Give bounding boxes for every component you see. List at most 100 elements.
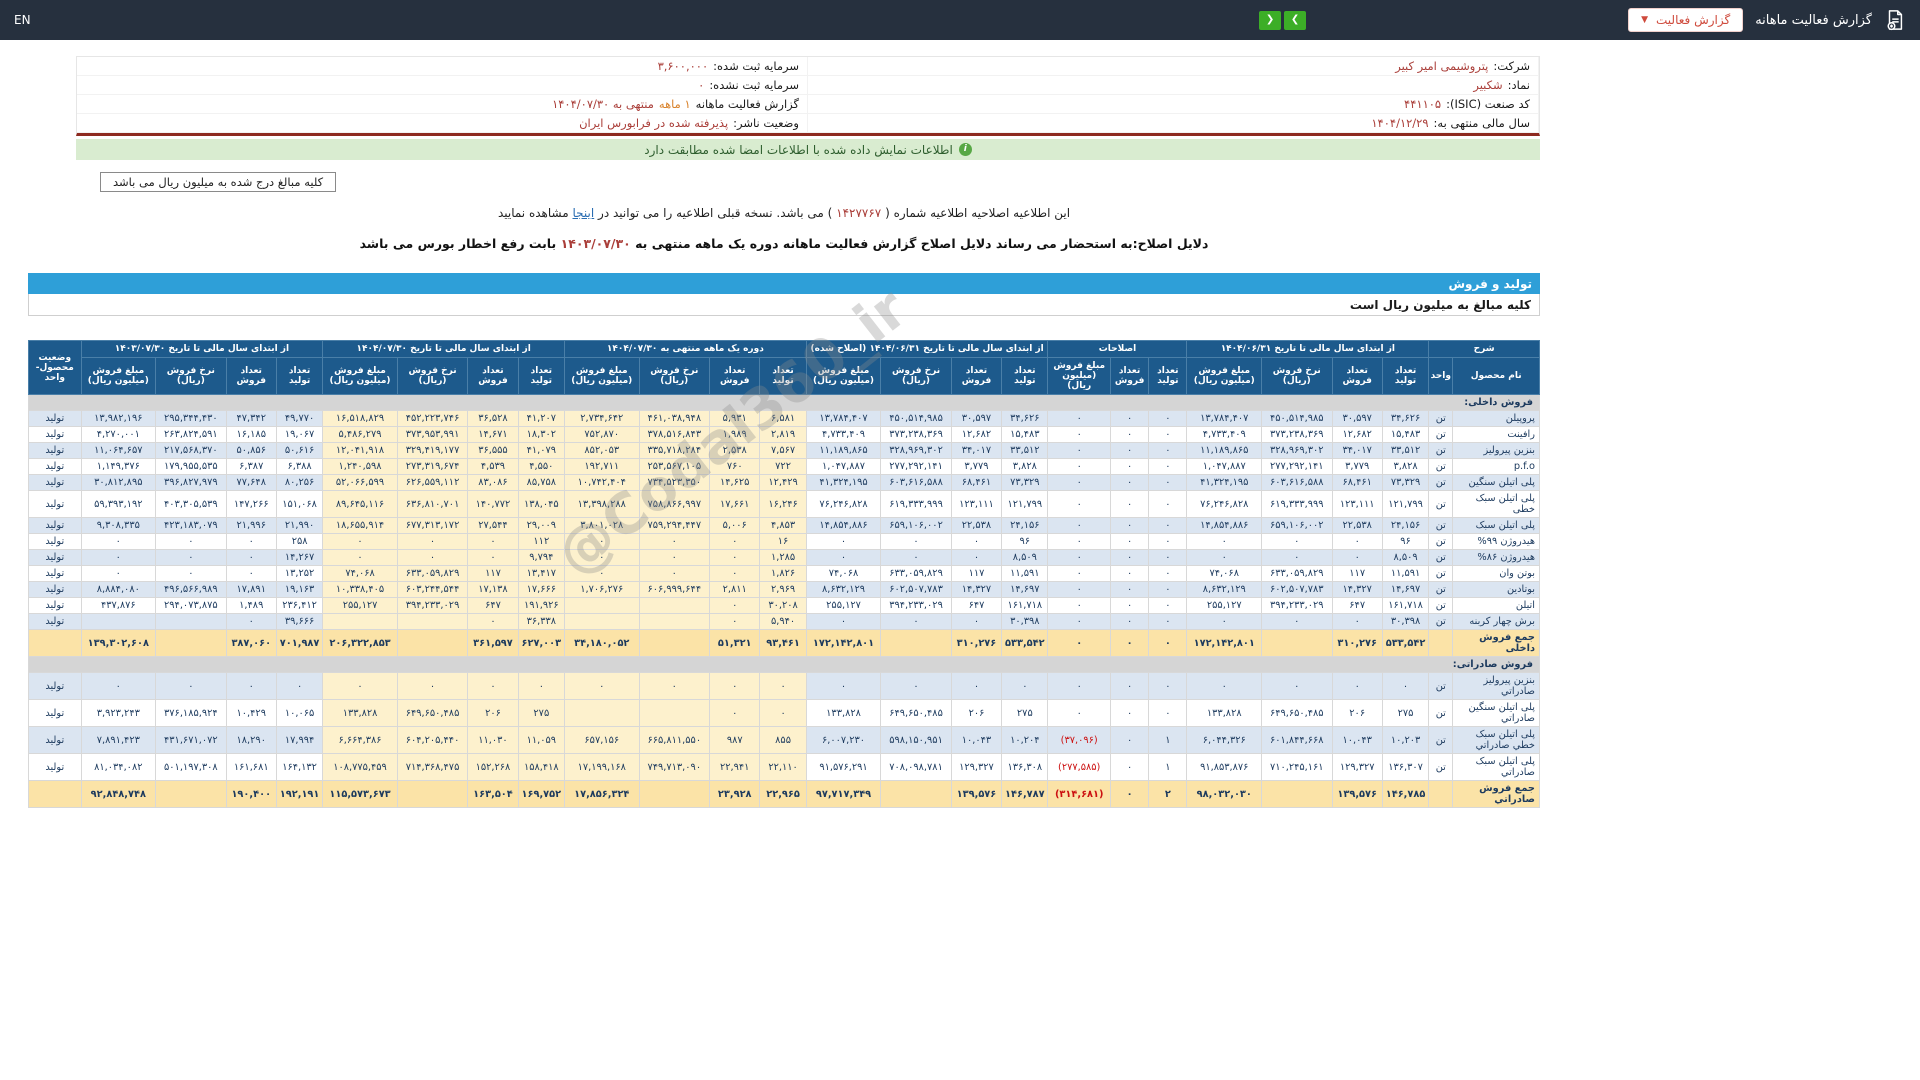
column-header: نرخ فروش (ریال): [638, 357, 711, 395]
value-cell: ۴,۷۳۳,۴۰۹: [1186, 426, 1263, 443]
info-value: ۱۴۰۴/۱۲/۲۹: [1371, 116, 1429, 130]
product-name-header: نام محصول: [1452, 357, 1540, 395]
product-unit-cell: تن: [1428, 549, 1454, 566]
value-cell: ۶۰۳,۶۱۶,۵۸۸: [1261, 474, 1333, 491]
amounts-unit-note-box: کلیه مبالغ درج شده به میلیون ریال می باش…: [100, 172, 337, 192]
value-cell: ۰: [1109, 549, 1150, 566]
previous-notice-link[interactable]: اینجا: [572, 206, 595, 220]
value-cell: ۱۶۱,۶۸۱: [225, 753, 277, 781]
language-toggle-en[interactable]: EN: [14, 13, 31, 27]
value-cell: ۰: [396, 549, 469, 566]
value-cell: ۲,۸۱۹: [759, 426, 807, 443]
value-cell: ۰: [1261, 549, 1333, 566]
value-cell: ۷۳,۳۲۹: [1001, 474, 1049, 491]
value-cell: ۱۷,۱۹۹,۱۶۸: [563, 753, 640, 781]
value-cell: ۳۶,۵۵۵: [467, 442, 519, 459]
value-cell: ۳۶,۵۲۸: [467, 410, 519, 427]
value-cell: ۰: [1148, 410, 1188, 427]
value-cell: ۷۵۲,۸۷۰: [563, 426, 640, 443]
product-name-cell: p.f.o: [1452, 458, 1540, 475]
value-cell: ۲۷۷,۲۹۲,۱۴۱: [880, 458, 952, 475]
value-cell: ۰: [805, 533, 882, 550]
value-cell: ۰: [225, 549, 277, 566]
value-cell: ۶۰۲,۵۰۷,۷۸۳: [1261, 581, 1333, 598]
product-status-cell: تولید: [28, 533, 82, 550]
product-unit-cell: تن: [1428, 565, 1454, 582]
value-cell: ۱۳۹,۵۷۶: [950, 780, 1003, 808]
value-cell: ۷۳۴,۵۲۳,۳۵۰: [638, 474, 711, 491]
value-cell: ۰: [1109, 490, 1150, 518]
value-cell: ۲۷۷,۲۹۲,۱۴۱: [1261, 458, 1333, 475]
info-item: گزارش فعالیت ماهانه ۱ ماهه منتهی به ۱۴۰۴/۰…: [77, 95, 808, 114]
value-cell: ۰: [1109, 597, 1150, 614]
info-suffix: منتهی به ۱۴۰۴/۰۷/۳۰: [552, 97, 654, 111]
value-cell: ۷۴۹,۷۱۳,۰۹۰: [638, 753, 711, 781]
value-cell: ۶۸,۴۶۱: [1331, 474, 1383, 491]
value-cell: [638, 613, 711, 630]
column-header: تعداد تولید: [1001, 357, 1049, 395]
value-cell: ۸۰,۲۵۶: [275, 474, 324, 491]
amendment-mid: ) می باشد. نسخه قبلی اطلاعیه را می توانی…: [598, 206, 833, 220]
value-cell: [638, 597, 711, 614]
value-cell: ۱۱۷: [467, 565, 519, 582]
unit-header: واحد: [1428, 357, 1454, 395]
value-cell: ۹۱,۸۵۳,۸۷۶: [1186, 753, 1263, 781]
product-name-cell: جمع فروش داخلی: [1452, 629, 1540, 657]
product-status-cell: تولید: [28, 753, 82, 781]
value-cell: ۰: [563, 672, 640, 700]
value-cell: ۰: [1047, 672, 1111, 700]
previous-report-button[interactable]: ❮: [1259, 10, 1282, 30]
info-value: ۳,۶۰۰,۰۰۰: [657, 59, 709, 73]
value-cell: ۲۷۵: [1001, 699, 1049, 727]
value-cell: ۴۰۳,۳۰۵,۵۳۹: [155, 490, 227, 518]
value-cell: ۳۷۳,۲۳۸,۳۶۹: [880, 426, 952, 443]
value-cell: ۵۰,۸۵۶: [225, 442, 277, 459]
value-cell: ۰: [1047, 565, 1111, 582]
product-unit-cell: تن: [1428, 597, 1454, 614]
value-cell: ۱۴,۶۹۷: [1001, 581, 1049, 598]
value-cell: ۳۹۴,۲۳۳,۰۲۹: [880, 597, 952, 614]
value-cell: ۳۰,۵۹۷: [950, 410, 1003, 427]
value-cell: ۲۱۷,۵۶۸,۳۷۰: [155, 442, 227, 459]
product-name-cell: پلی اتیلن سنگین صادراتي: [1452, 699, 1540, 727]
value-cell: ۰: [467, 533, 519, 550]
value-cell: ۱۹۲,۱۹۱: [275, 780, 324, 808]
column-header: تعداد تولید: [1148, 357, 1188, 395]
value-cell: ۰: [1261, 672, 1333, 700]
value-cell: ۴,۲۷۰,۰۰۱: [80, 426, 157, 443]
value-cell: ۶,۳۸۸: [275, 458, 324, 475]
value-cell: ۰: [709, 549, 761, 566]
value-cell: ۳۳,۵۱۲: [1001, 442, 1049, 459]
value-cell: ۱۴,۶۷۱: [467, 426, 519, 443]
value-cell: ۱۰,۴۲۹: [225, 699, 277, 727]
value-cell: ۵۳۳,۵۴۲: [1381, 629, 1430, 657]
amendment-notice: این اطلاعیه اصلاحیه اطلاعیه شماره ( ۱۴۲۷…: [28, 206, 1540, 220]
amendment-reason-pre: دلایل اصلاح:به استحضار می رساند دلایل اص…: [635, 236, 1209, 251]
info-value: ۴۴۱۱۰۵: [1404, 97, 1442, 111]
info-label: شرکت:: [1493, 59, 1530, 73]
main-content: شرکت: پتروشیمی امیر کبیر سرمایه ثبت شده: ۳,…: [28, 56, 1540, 808]
value-cell: ۰: [1047, 581, 1111, 598]
value-cell: ۳,۸۲۸: [1381, 458, 1430, 475]
value-cell: ۰: [517, 672, 565, 700]
value-cell: ۶۴۷: [467, 597, 519, 614]
value-cell: ۱۷,۱۳۸: [467, 581, 519, 598]
value-cell: ۴۶۱,۰۳۸,۹۴۸: [638, 410, 711, 427]
value-cell: ۳۶,۳۳۸: [517, 613, 565, 630]
column-header: مبلغ فروش (میلیون ریال): [1047, 357, 1111, 395]
signature-match-text: اطلاعات نمایش داده شده با اطلاعات امضا ش…: [644, 142, 953, 157]
next-report-button[interactable]: ❯: [1284, 10, 1307, 30]
value-cell: ۴۷,۳۴۲: [225, 410, 277, 427]
value-cell: ۳۹۶,۸۲۷,۹۷۹: [155, 474, 227, 491]
product-unit-cell: تن: [1428, 726, 1454, 754]
value-cell: ۷۳,۳۲۹: [1381, 474, 1430, 491]
product-status-cell: تولید: [28, 442, 82, 459]
production-sales-section-header: تولید و فروش: [28, 273, 1540, 294]
value-cell: ۰: [709, 533, 761, 550]
value-cell: ۲۰۶,۳۲۲,۸۵۳: [322, 629, 398, 657]
report-type-dropdown[interactable]: گزارش فعالیت ▼: [1628, 8, 1744, 32]
value-cell: ۱۱,۰۶۴,۶۵۷: [80, 442, 157, 459]
value-cell: ۰: [80, 533, 157, 550]
value-cell: ۰: [1047, 458, 1111, 475]
value-cell: ۰: [1148, 581, 1188, 598]
